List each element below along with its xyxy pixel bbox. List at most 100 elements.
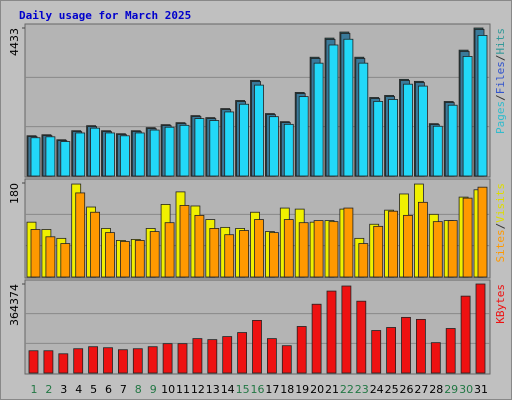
x-tick-label: 17 xyxy=(265,383,279,396)
bar xyxy=(194,118,205,177)
x-tick-label: 14 xyxy=(221,383,235,396)
bar xyxy=(177,343,188,374)
bar xyxy=(30,229,41,278)
bar xyxy=(430,342,441,374)
bar xyxy=(447,220,458,278)
chart-title: Daily usage for March 2025 xyxy=(19,9,191,22)
bar xyxy=(45,236,56,278)
bar xyxy=(45,136,56,177)
bar xyxy=(341,285,352,374)
bar xyxy=(118,349,128,374)
bar xyxy=(239,103,250,177)
legend: Pages/Files/Hits xyxy=(494,28,507,134)
bar xyxy=(147,346,158,374)
x-tick-label: 29 xyxy=(444,383,458,396)
bar xyxy=(192,338,203,374)
x-tick-label: 15 xyxy=(236,383,250,396)
x-tick-label: 9 xyxy=(150,383,157,396)
bar xyxy=(164,126,175,177)
bar xyxy=(415,318,426,374)
bar xyxy=(90,127,100,177)
bar xyxy=(296,326,307,374)
bar xyxy=(343,207,354,278)
bar xyxy=(88,346,98,374)
bar xyxy=(254,84,264,177)
legend-separator: / xyxy=(494,223,507,230)
legend: Sites/Visits xyxy=(494,183,507,263)
bar xyxy=(149,129,160,177)
bar xyxy=(313,220,324,278)
bar xyxy=(388,210,399,278)
x-tick-label: 23 xyxy=(355,383,369,396)
legend-label: Hits xyxy=(494,28,507,55)
bar xyxy=(224,234,235,278)
y-tick-label: 4433 xyxy=(8,28,21,56)
bar xyxy=(60,141,71,177)
bar xyxy=(149,231,160,278)
x-tick-label: 18 xyxy=(280,383,294,396)
x-tick-label: 1 xyxy=(31,383,38,396)
bar xyxy=(75,132,86,177)
bar xyxy=(373,101,384,177)
bar xyxy=(194,214,205,278)
bar xyxy=(403,83,413,177)
bar xyxy=(179,124,190,177)
x-tick-label: 30 xyxy=(459,383,473,396)
legend-separator: / xyxy=(494,94,507,101)
bar xyxy=(60,243,71,278)
legend-label: Sites xyxy=(494,229,507,262)
bar xyxy=(209,228,220,278)
bar xyxy=(134,132,145,177)
bar xyxy=(164,222,175,278)
bar xyxy=(386,327,397,374)
x-tick-label: 10 xyxy=(161,383,175,396)
x-tick-label: 22 xyxy=(340,383,354,396)
bar xyxy=(417,201,428,278)
x-tick-label: 28 xyxy=(429,383,443,396)
legend: KBytes xyxy=(494,284,507,324)
x-tick-label: 27 xyxy=(414,383,428,396)
x-tick-label: 16 xyxy=(251,383,265,396)
y-tick-label: 364374 xyxy=(8,284,21,326)
x-tick-label: 2 xyxy=(45,383,52,396)
x-tick-label: 25 xyxy=(385,383,399,396)
bar xyxy=(358,62,369,177)
bar xyxy=(283,219,294,278)
bar xyxy=(403,214,413,278)
bar xyxy=(328,44,339,177)
bar xyxy=(207,339,218,374)
bar xyxy=(281,345,292,374)
bar xyxy=(371,330,382,374)
x-tick-label: 8 xyxy=(135,383,142,396)
bar xyxy=(134,240,145,278)
bar xyxy=(447,104,458,177)
bar xyxy=(90,211,100,278)
bar xyxy=(298,222,309,278)
legend-separator: / xyxy=(494,55,507,62)
x-tick-label: 12 xyxy=(191,383,205,396)
bar xyxy=(328,221,339,278)
x-tick-label: 24 xyxy=(370,383,384,396)
x-tick-label: 20 xyxy=(310,383,324,396)
bar xyxy=(432,221,443,278)
bar xyxy=(30,137,41,177)
bar xyxy=(73,348,84,374)
bar xyxy=(120,135,130,177)
x-tick-label: 11 xyxy=(176,383,190,396)
bar xyxy=(373,225,384,278)
x-tick-label: 31 xyxy=(474,383,488,396)
bar xyxy=(120,241,130,278)
bar xyxy=(224,111,235,177)
bar xyxy=(432,125,443,177)
bar xyxy=(103,347,113,374)
bar xyxy=(460,295,471,374)
bar xyxy=(475,283,486,374)
bar xyxy=(105,232,115,278)
x-tick-label: 3 xyxy=(60,383,67,396)
bar xyxy=(283,123,294,177)
bar xyxy=(477,35,488,177)
bar xyxy=(179,205,190,278)
bar xyxy=(358,243,369,278)
